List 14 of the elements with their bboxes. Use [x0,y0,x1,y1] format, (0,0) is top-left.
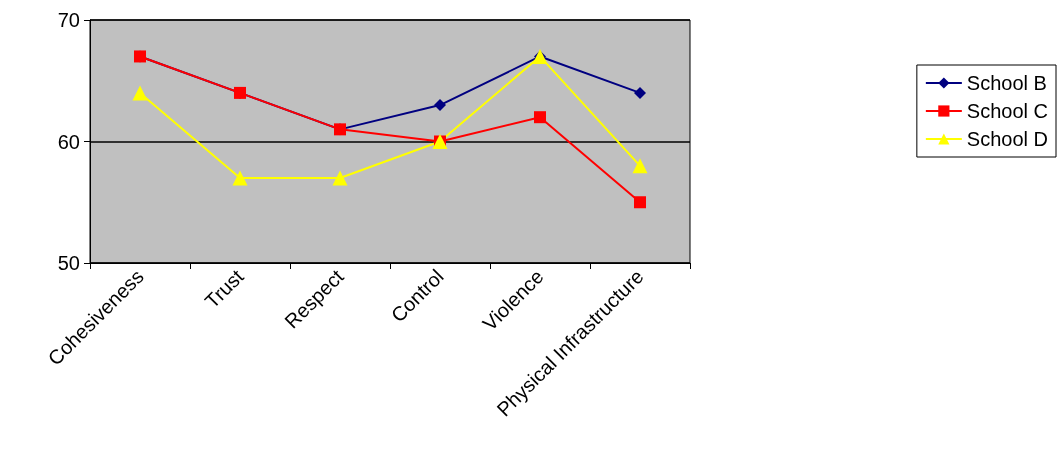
point [634,196,646,209]
point [434,99,446,112]
point [132,85,148,101]
point [632,158,648,174]
y-tick-label: 50 [57,252,80,274]
point [332,170,348,186]
y-tick-label: 70 [57,9,80,31]
point [634,86,646,99]
legend-label: School C [966,100,1048,122]
legend-label: School D [966,128,1048,150]
y-tick-label: 60 [57,130,80,153]
point [232,170,248,186]
point [534,111,546,124]
legend-label: School B [966,72,1047,94]
